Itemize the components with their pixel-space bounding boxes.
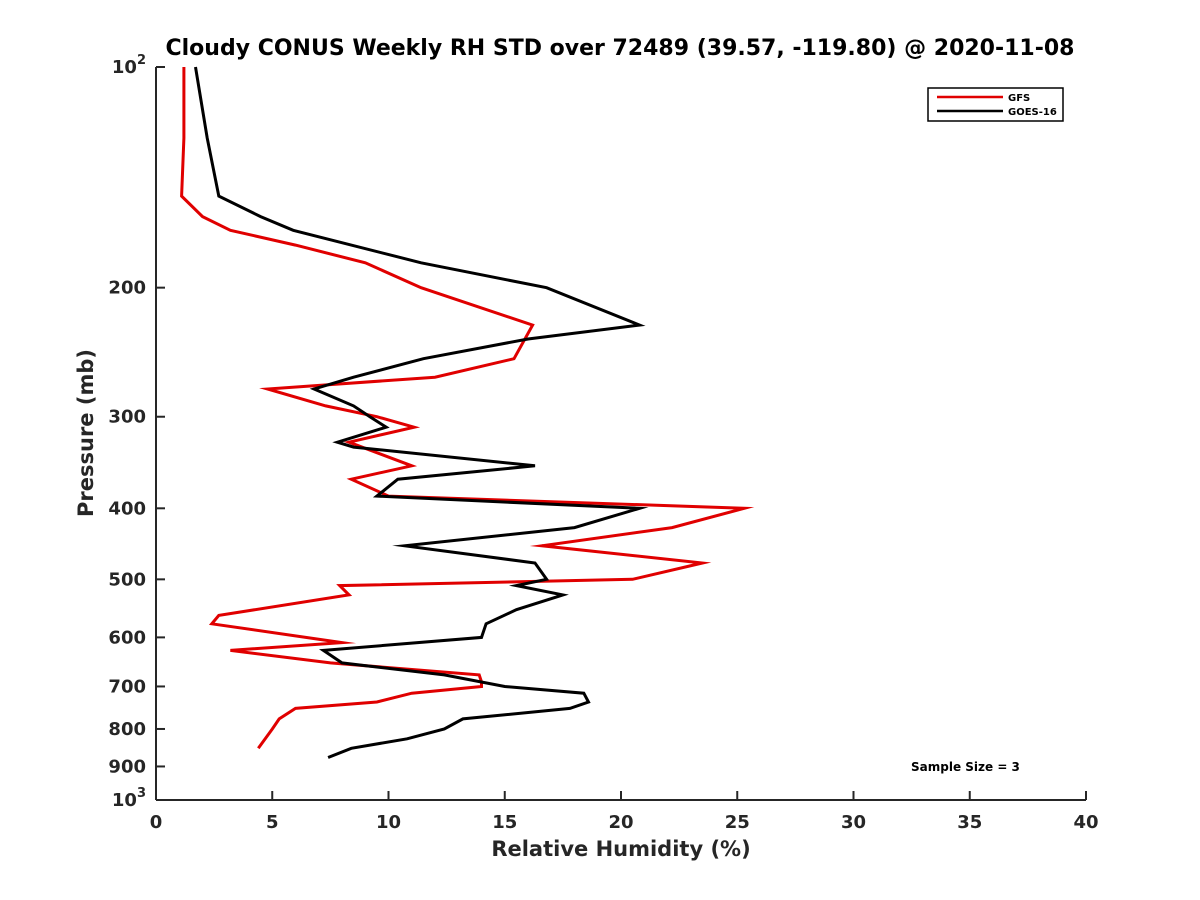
legend-label-goes16: GOES-16 [1008, 107, 1057, 118]
legend-box [927, 87, 1064, 122]
legend-label-gfs: GFS [1008, 93, 1030, 104]
y-tick-layer: 102 200 300 400 500 600 700 800 900 103 [108, 53, 165, 811]
x-tick-label: 40 [1073, 812, 1098, 833]
y-tick-label: 600 [108, 627, 146, 648]
x-tick-layer: 0 5 10 15 20 25 30 35 40 [150, 791, 1099, 833]
y-tick-label: 700 [108, 676, 146, 697]
series-line-goes16 [194, 66, 649, 759]
series-line-gfs [180, 67, 755, 750]
y-tick-label: 103 [112, 786, 146, 811]
y-tick-label: 200 [108, 278, 146, 299]
y-tick-label: 300 [108, 407, 146, 428]
x-tick-label: 0 [150, 812, 163, 833]
y-tick-label: 500 [108, 569, 146, 590]
x-tick-label: 35 [957, 812, 982, 833]
series-layer [180, 66, 755, 759]
x-axis-label: Relative Humidity (%) [491, 837, 750, 861]
y-tick-label: 800 [108, 719, 146, 740]
legend: GFS GOES-16 [927, 87, 1064, 122]
x-tick-label: 10 [376, 812, 401, 833]
chart-title: Cloudy CONUS Weekly RH STD over 72489 (3… [166, 36, 1075, 61]
x-tick-label: 25 [725, 812, 750, 833]
x-tick-label: 15 [492, 812, 517, 833]
x-tick-label: 5 [266, 812, 279, 833]
y-tick-label: 102 [112, 53, 146, 78]
y-tick-label: 900 [108, 756, 146, 777]
x-tick-label: 20 [608, 812, 633, 833]
y-axis-label: Pressure (mb) [74, 349, 98, 517]
x-tick-label: 30 [841, 812, 866, 833]
sample-size-annotation: Sample Size = 3 [911, 760, 1020, 774]
y-tick-label: 400 [108, 498, 146, 519]
